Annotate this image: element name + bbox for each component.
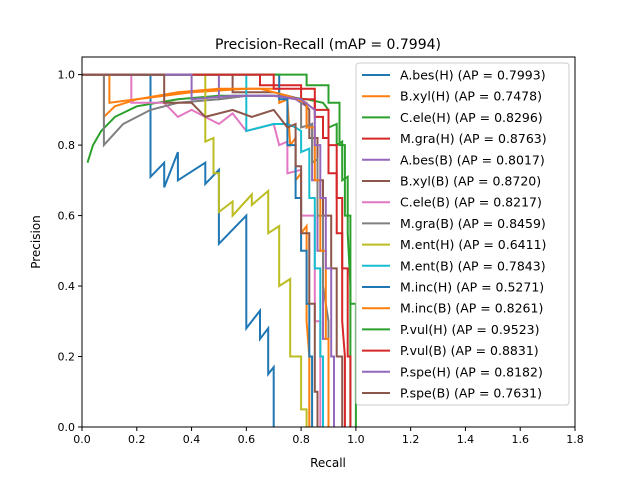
series-line-13 xyxy=(82,73,352,427)
legend-label: A.bes(B) (AP = 0.8017) xyxy=(400,152,545,167)
x-tick-label: 1.4 xyxy=(457,433,475,446)
legend-label: M.ent(B) (AP = 0.7843) xyxy=(400,258,546,273)
x-axis: 0.0 0.2 0.4 0.6 0.8 1.0 1.2 1.4 1.6 1.8 xyxy=(73,427,584,446)
legend-label: M.ent(H) (AP = 0.6411) xyxy=(400,237,546,252)
x-tick-label: 0.4 xyxy=(183,433,201,446)
series-line-14 xyxy=(82,73,335,427)
series-line-9 xyxy=(82,73,324,427)
legend: A.bes(H) (AP = 0.7993) B.xyl(H) (AP = 0.7… xyxy=(355,62,570,406)
series-line-8 xyxy=(82,73,308,427)
x-tick-label: 0.2 xyxy=(128,433,146,446)
x-tick-label: 0.8 xyxy=(292,433,310,446)
series-layer xyxy=(82,73,357,427)
x-tick-label: 1.0 xyxy=(347,433,365,446)
legend-label: P.vul(B) (AP = 0.8831) xyxy=(400,343,539,358)
legend-label: P.spe(B) (AP = 0.7631) xyxy=(400,386,542,401)
y-axis-label: Precision xyxy=(29,215,43,269)
legend-label: A.bes(H) (AP = 0.7993) xyxy=(400,68,546,83)
x-tick-label: 1.6 xyxy=(511,433,529,446)
y-axis: 0.0 0.2 0.4 0.6 0.8 1.0 xyxy=(58,69,82,434)
x-tick-label: 1.2 xyxy=(402,433,420,446)
y-tick-label: 0.4 xyxy=(58,280,76,293)
plot-frame xyxy=(81,56,576,428)
legend-label: M.inc(H) (AP = 0.5271) xyxy=(400,280,544,295)
y-tick-label: 0.0 xyxy=(58,421,76,434)
x-tick-label: 1.8 xyxy=(566,433,584,446)
series-line-12 xyxy=(82,73,357,427)
legend-frame xyxy=(355,62,570,406)
y-tick-label: 0.6 xyxy=(58,210,76,223)
legend-label: B.xyl(B) (AP = 0.8720) xyxy=(400,174,541,189)
x-axis-label: Recall xyxy=(310,456,346,470)
x-tick-label: 0.0 xyxy=(73,433,91,446)
legend-label: M.gra(H) (AP = 0.8763) xyxy=(400,131,547,146)
y-tick-label: 0.8 xyxy=(58,139,76,152)
chart-title: Precision-Recall (mAP = 0.7994) xyxy=(215,37,441,53)
y-tick-label: 1.0 xyxy=(58,69,76,82)
x-tick-label: 0.6 xyxy=(238,433,256,446)
legend-label: M.gra(B) (AP = 0.8459) xyxy=(400,216,546,231)
series-line-2 xyxy=(86,94,352,427)
legend-label: P.vul(H) (AP = 0.9523) xyxy=(400,322,539,337)
legend-label: C.ele(H) (AP = 0.8296) xyxy=(400,110,543,125)
legend-label: C.ele(B) (AP = 0.8217) xyxy=(400,195,542,210)
series-line-0 xyxy=(82,73,275,427)
legend-label: B.xyl(H) (AP = 0.7478) xyxy=(400,89,542,104)
legend-label: P.spe(H) (AP = 0.8182) xyxy=(400,364,543,379)
y-tick-label: 0.2 xyxy=(58,351,76,364)
series-line-15 xyxy=(82,73,319,427)
legend-label: M.inc(B) (AP = 0.8261) xyxy=(400,301,543,316)
